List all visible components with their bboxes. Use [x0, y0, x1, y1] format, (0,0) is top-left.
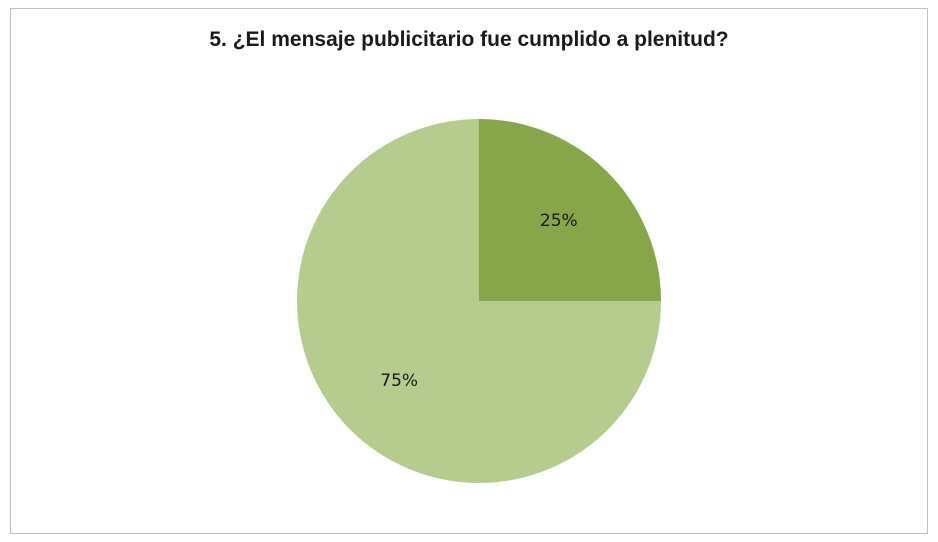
pie-slices — [297, 119, 661, 483]
chart-title: 5. ¿El mensaje publicitario fue cumplido… — [209, 28, 729, 51]
pie-slice-label-0: 25% — [540, 211, 578, 231]
pie-slice-1 — [297, 119, 661, 483]
pie-slice-0 — [479, 119, 661, 301]
pie-labels: 25% 75% — [380, 211, 577, 391]
pie-slice-label-1: 75% — [380, 371, 418, 391]
